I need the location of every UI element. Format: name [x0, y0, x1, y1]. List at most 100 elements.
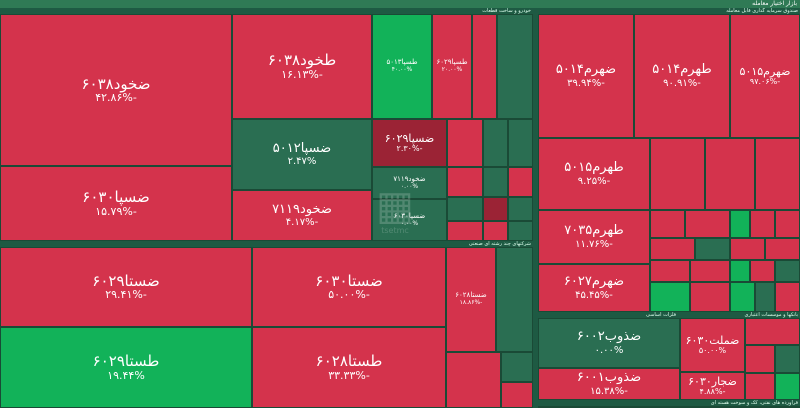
tile-small-y[interactable] — [730, 238, 765, 260]
tile-small-ak[interactable] — [496, 247, 533, 352]
tile-small-b[interactable] — [497, 14, 533, 119]
tile-small-u[interactable] — [750, 210, 775, 238]
tile-tsapa5013[interactable]: طسپا۵۰۱۳ ۴۰.۰۰% — [372, 14, 432, 119]
tile-small-s[interactable] — [685, 210, 730, 238]
tile-thrm5014[interactable]: طهرم۵۰۱۴ -۹۰.۹۱% — [634, 14, 730, 138]
tile-zzob6002[interactable]: ضذوب۶۰۰۲ ۰.۰۰% — [538, 318, 680, 368]
tile-small-as[interactable] — [775, 373, 800, 400]
tile-change: -۹.۲۵% — [577, 175, 611, 187]
tile-symbol: ضذوب۶۰۰۱ — [576, 370, 642, 386]
tile-small-al[interactable] — [446, 352, 501, 408]
tile-zhrm6027[interactable]: ضهرم۶۰۲۷ -۴۵.۴۵% — [538, 264, 650, 312]
tile-zzob6001[interactable]: ضذوب۶۰۰۱ -۱۵.۳۸% — [538, 368, 680, 400]
tile-zhrm5014[interactable]: ضهرم۵۰۱۴ -۳۹.۹۴% — [538, 14, 634, 138]
tile-symbol: ضخود۷۱۱۹ — [272, 201, 332, 217]
tile-small-a[interactable] — [472, 14, 497, 119]
tile-symbol: ضستا۶۰۳۰ — [315, 271, 383, 290]
tile-small-ad[interactable] — [750, 260, 775, 282]
tile-small-aq[interactable] — [775, 345, 800, 373]
tile-symbol: ضسپا۶۰۳۰ — [82, 188, 150, 207]
tile-zsapa6029[interactable]: ضسپا۶۰۲۹ -۲.۳۰% — [372, 119, 447, 167]
tile-change: -۳۳.۳۳% — [328, 368, 370, 382]
tile-small-an[interactable] — [501, 382, 533, 408]
tile-symbol: ضخود۷۱۱۹ — [393, 174, 426, 183]
tile-change: -۱۵.۷۹% — [95, 204, 137, 218]
tile-small-ap[interactable] — [745, 345, 775, 373]
tile-small-c[interactable] — [447, 119, 483, 167]
tile-tsapa6029[interactable]: طسپا۶۰۲۹ ۲۰.۰۰% — [432, 14, 472, 119]
tile-small-am[interactable] — [501, 352, 533, 382]
tile-thrm7035[interactable]: طهرم۷۰۳۵ -۱۱.۷۶% — [538, 210, 650, 264]
tile-small-ab[interactable] — [690, 260, 730, 282]
tile-small-v[interactable] — [775, 210, 800, 238]
tile-small-ah[interactable] — [730, 282, 755, 312]
tile-zkhod6038[interactable]: ضخود۶۰۳۸ -۴۲.۸۶% — [0, 14, 232, 166]
tile-zkhod7119[interactable]: ضخود۷۱۱۹ ۰.۰۰% — [372, 167, 447, 199]
tile-zkhod7118[interactable]: ضخود۷۱۱۹ -۴.۱۷% — [232, 190, 372, 241]
tile-zjar6030[interactable]: ضجار۶۰۳۰ -۴.۸۸% — [680, 372, 745, 400]
tile-change: -۱۶.۱۳% — [281, 67, 323, 81]
tile-symbol: ضذوب۶۰۰۲ — [576, 329, 642, 345]
tile-zsapa6030-b[interactable]: ضسپا۶۰۳۰ ۰.۰۰% — [372, 199, 447, 241]
tile-small-j[interactable] — [483, 197, 508, 221]
tile-small-ai[interactable] — [755, 282, 775, 312]
tile-small-af[interactable] — [650, 282, 690, 312]
tile-small-ao[interactable] — [745, 318, 800, 345]
tile-change: -۴.۸۸% — [699, 386, 726, 396]
tile-small-g[interactable] — [483, 167, 508, 197]
tile-change: -۴.۱۷% — [285, 217, 319, 229]
tile-change: -۴۲.۸۶% — [95, 91, 137, 105]
tile-small-m[interactable] — [483, 221, 508, 241]
tile-small-ar[interactable] — [745, 373, 775, 400]
tile-small-aj[interactable] — [775, 282, 800, 312]
tile-symbol: طسپا۵۰۱۳ — [386, 58, 418, 67]
tile-change: -۱۸.۸۶% — [459, 299, 483, 307]
tile-small-w[interactable] — [650, 238, 695, 260]
tile-zsta6029[interactable]: ضستا۶۰۲۹ -۲۹.۴۱% — [0, 247, 252, 327]
tile-zsta6028[interactable]: ضستا۶۰۲۸ -۱۸.۸۶% — [446, 247, 496, 352]
tile-small-t[interactable] — [730, 210, 750, 238]
tile-small-n[interactable] — [508, 221, 533, 241]
tile-small-i[interactable] — [447, 197, 483, 221]
tile-change: -۱۱.۷۶% — [575, 238, 613, 250]
tile-small-ac[interactable] — [730, 260, 750, 282]
tile-small-z[interactable] — [765, 238, 800, 260]
tile-small-x[interactable] — [695, 238, 730, 260]
tile-symbol: طخود۶۰۳۸ — [267, 51, 337, 70]
tile-change: -۹۷.۰۶% — [749, 76, 781, 86]
tile-zsapa6030[interactable]: ضسپا۶۰۳۰ -۱۵.۷۹% — [0, 166, 232, 241]
tile-small-ae[interactable] — [775, 260, 800, 282]
tile-zmelt6030[interactable]: ضملت۶۰۳۰ ۵۰.۰۰% — [680, 318, 745, 372]
tile-small-e[interactable] — [508, 119, 533, 167]
tile-change: ۰.۰۰% — [400, 182, 419, 190]
tile-change: -۱۵.۳۸% — [590, 385, 628, 397]
tile-tkhod6038[interactable]: طخود۶۰۳۸ -۱۶.۱۳% — [232, 14, 372, 119]
tile-symbol: طهرم۷۰۳۵ — [564, 223, 624, 239]
sector-label-industrial: شرکتهای چند رشته ای صنعتی — [0, 241, 533, 247]
tile-symbol: ضسپا۵۰۱۲ — [272, 140, 332, 156]
tile-small-h[interactable] — [508, 167, 533, 197]
tile-change: ۰.۰۰% — [400, 219, 419, 227]
tile-small-ag[interactable] — [690, 282, 730, 312]
sector-label-etf: صندوق سرمایه گذاری قابل معامله — [538, 8, 800, 14]
tile-zhrm5015[interactable]: ضهرم۵۰۱۵ -۹۷.۰۶% — [730, 14, 800, 138]
tile-thrm5015[interactable]: طهرم۵۰۱۵ -۹.۲۵% — [538, 138, 650, 210]
tile-small-aa[interactable] — [650, 260, 690, 282]
tile-small-f[interactable] — [447, 167, 483, 197]
tile-small-l[interactable] — [447, 221, 483, 241]
tile-change: ۱۹.۴۴% — [107, 368, 145, 382]
tile-small-o[interactable] — [650, 138, 705, 210]
tile-zsta6030[interactable]: ضستا۶۰۳۰ -۵۰.۰۰% — [252, 247, 446, 327]
tile-small-k[interactable] — [508, 197, 533, 221]
tile-symbol: طهرم۵۰۱۴ — [652, 62, 712, 78]
tile-tsta6029[interactable]: طستا۶۰۲۹ ۱۹.۴۴% — [0, 327, 252, 408]
tile-symbol: ضستا۶۰۲۸ — [455, 291, 487, 300]
tile-zsapa5012[interactable]: ضسپا۵۰۱۲ ۲.۴۷% — [232, 119, 372, 190]
tile-change: ۵۰.۰۰% — [698, 345, 727, 355]
tile-small-r[interactable] — [650, 210, 685, 238]
tile-tsta6028[interactable]: طستا۶۰۲۸ -۳۳.۳۳% — [252, 327, 446, 408]
tile-small-p[interactable] — [705, 138, 755, 210]
tile-small-d[interactable] — [483, 119, 508, 167]
tile-small-q[interactable] — [755, 138, 800, 210]
tile-symbol: طستا۶۰۲۸ — [315, 352, 383, 371]
